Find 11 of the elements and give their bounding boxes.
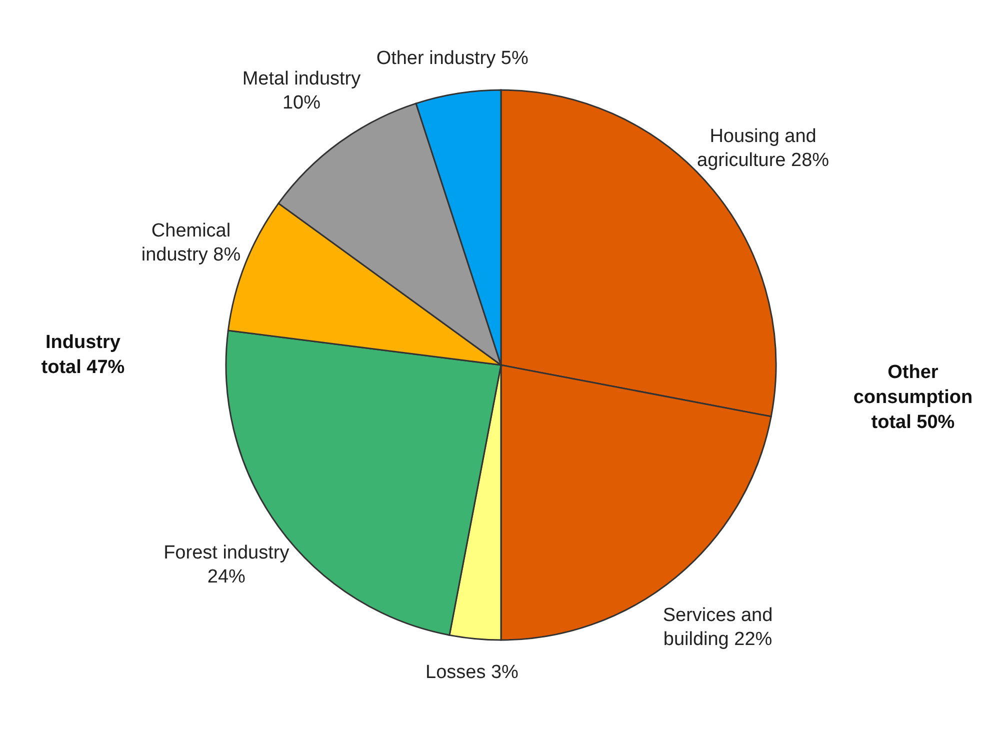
data-label: 24% (207, 566, 246, 587)
slice-label: Other industry 5% (376, 47, 528, 68)
slice-label: Chemical industry 8% (141, 220, 241, 265)
slice-label: Losses 3% (426, 661, 519, 682)
slice-label: Forest industry (164, 542, 290, 563)
data-label: 10% (282, 92, 321, 113)
text: Other consumption total 50% (853, 362, 973, 433)
slice-label: Services and building 22% (662, 604, 773, 650)
slice-label: Housing and agriculture 28% (697, 126, 830, 171)
text: Industry total 47% (41, 332, 125, 378)
slice-label: Metal industry (242, 68, 362, 89)
